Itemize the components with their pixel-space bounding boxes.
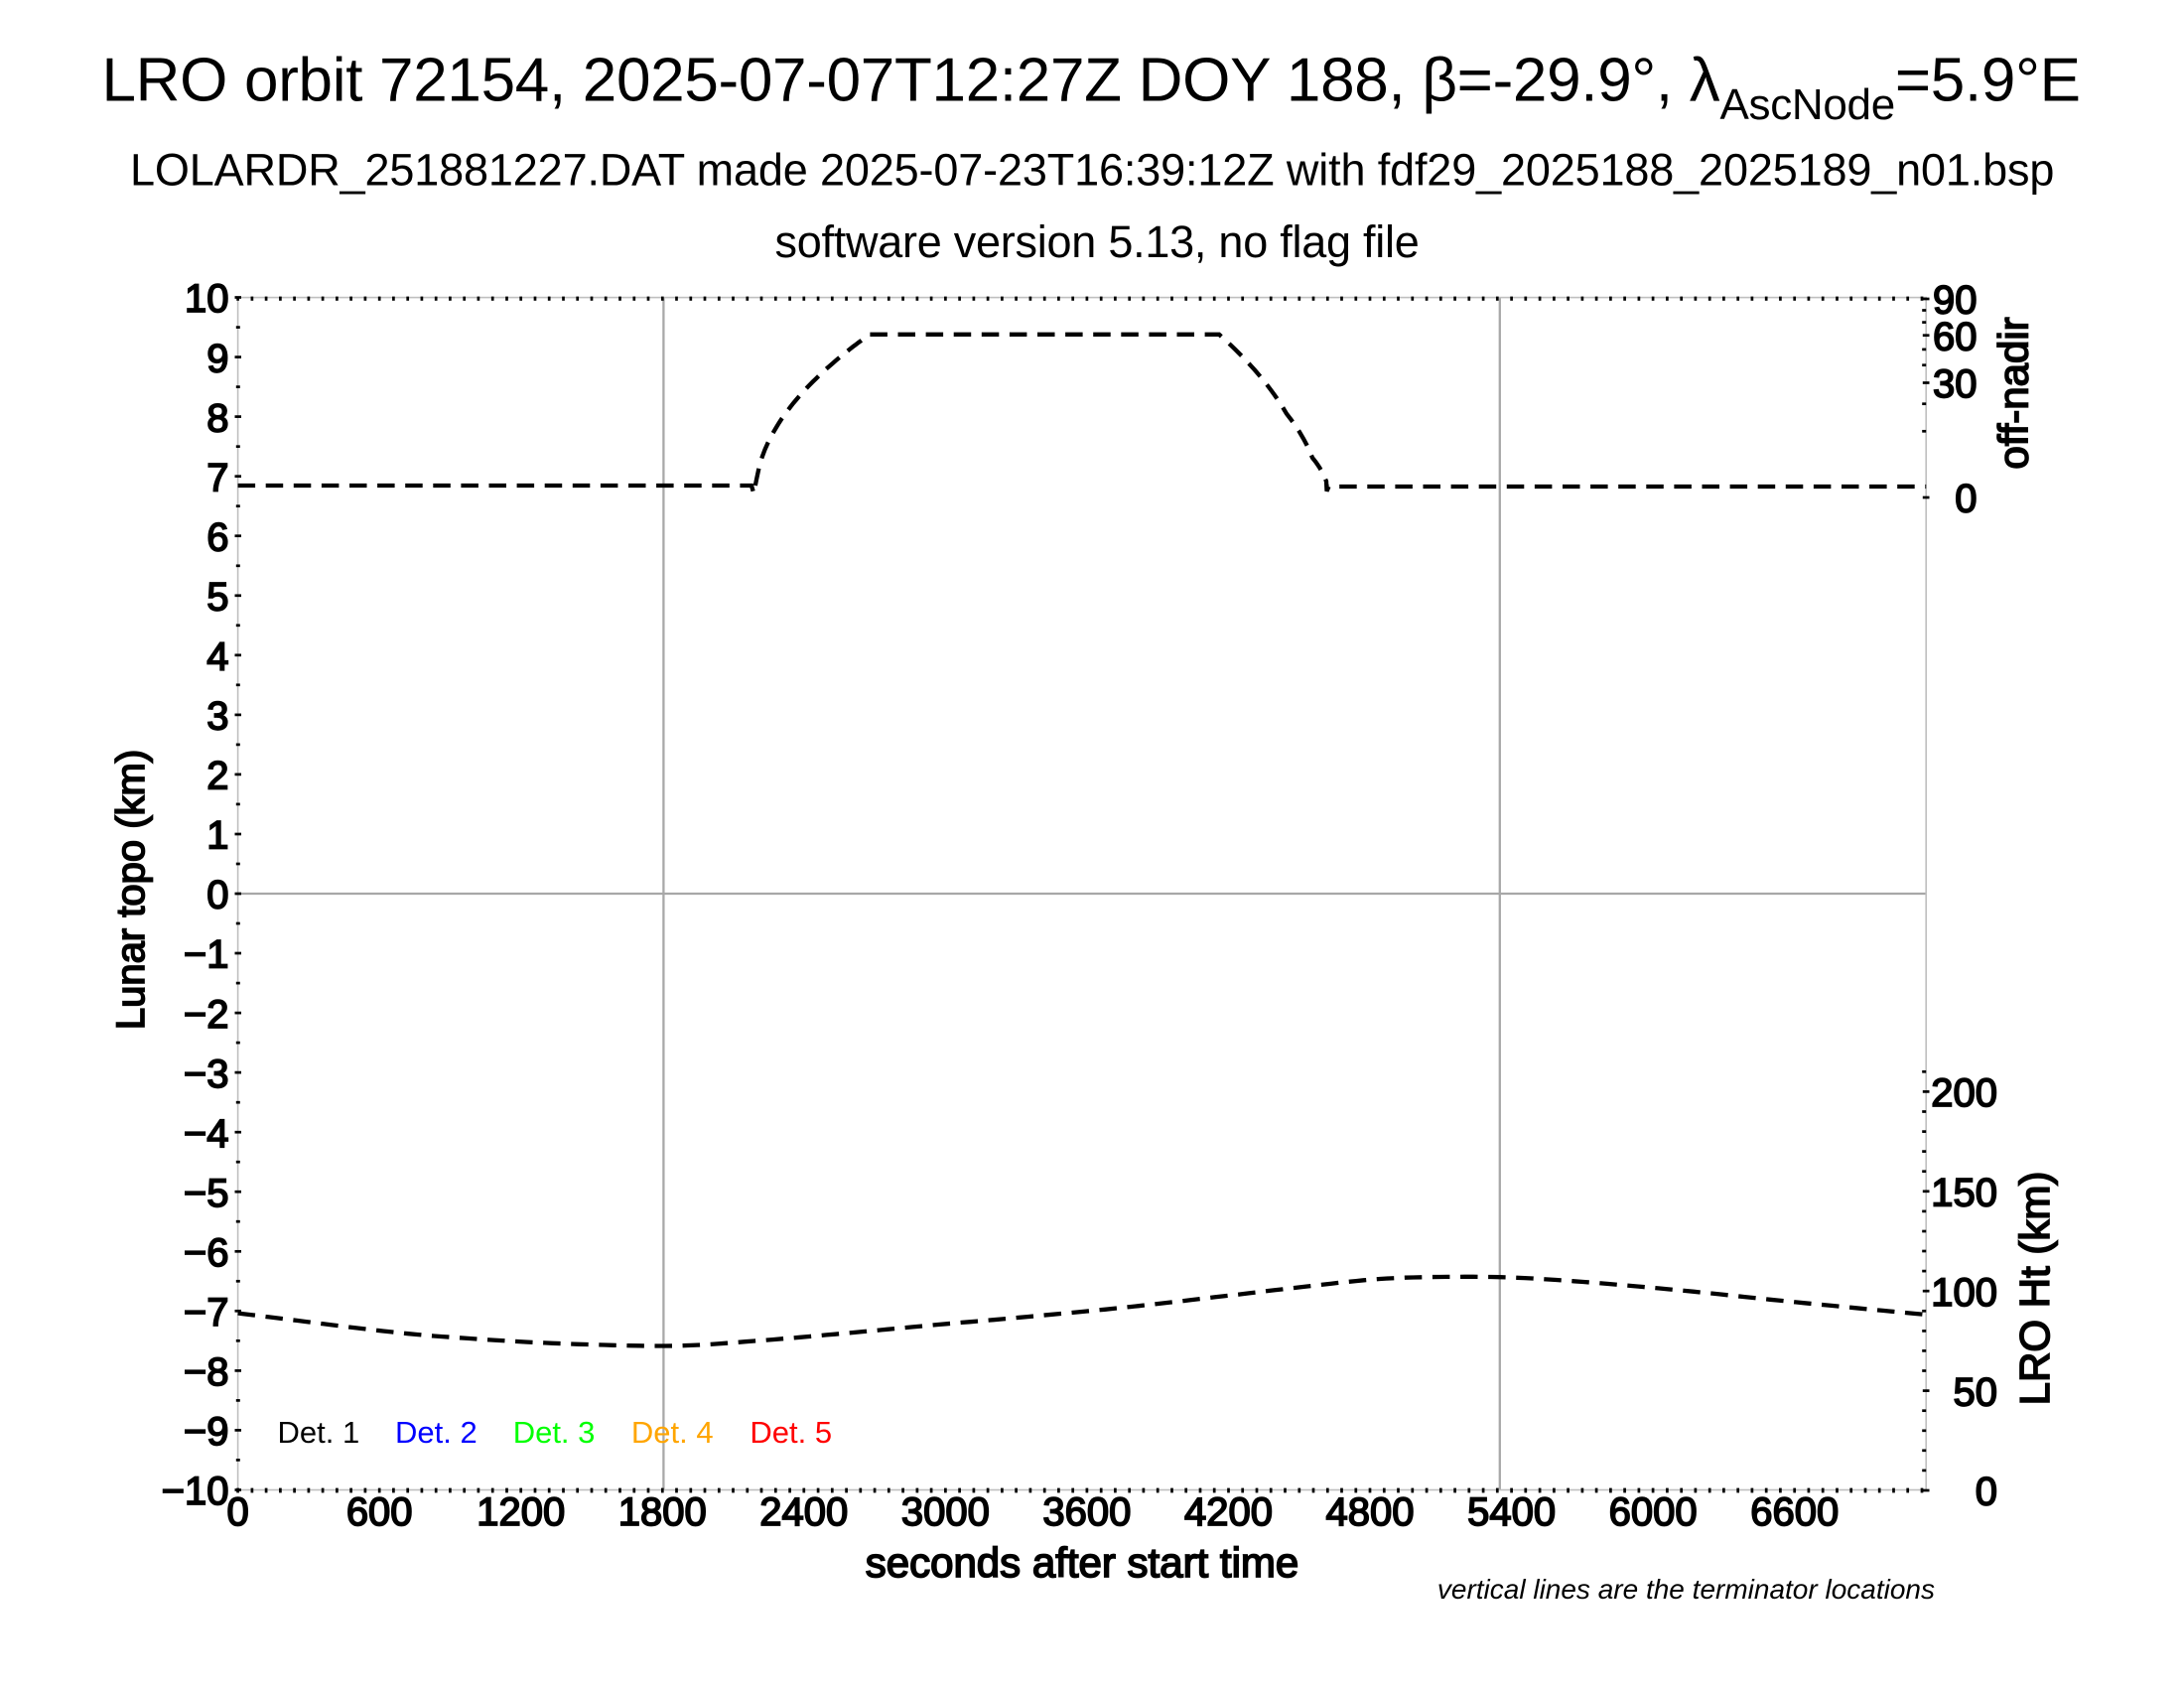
svg-text:150: 150	[1931, 1172, 1997, 1215]
svg-text:Det. 2: Det. 2	[395, 1415, 478, 1450]
svg-text:4: 4	[206, 635, 228, 679]
svg-text:4200: 4200	[1184, 1490, 1273, 1534]
svg-text:−9: −9	[184, 1410, 229, 1454]
svg-text:6000: 6000	[1609, 1490, 1698, 1534]
svg-text:−5: −5	[184, 1172, 229, 1215]
svg-text:1800: 1800	[618, 1490, 707, 1534]
svg-text:Lunar topo (km): Lunar topo (km)	[109, 750, 153, 1030]
svg-text:5400: 5400	[1467, 1490, 1556, 1534]
svg-text:60: 60	[1933, 315, 1978, 358]
svg-text:30: 30	[1933, 362, 1978, 406]
svg-text:200: 200	[1931, 1071, 1997, 1115]
svg-text:8: 8	[206, 396, 228, 440]
svg-text:7: 7	[206, 456, 228, 499]
svg-text:1: 1	[206, 814, 228, 858]
svg-text:seconds after start time: seconds after start time	[866, 1539, 1299, 1586]
svg-text:LOLARDR_251881227.DAT made 202: LOLARDR_251881227.DAT made 2025-07-23T16…	[130, 145, 2054, 196]
svg-text:0: 0	[1955, 478, 1977, 521]
svg-text:600: 600	[346, 1490, 413, 1534]
svg-text:Det. 4: Det. 4	[631, 1415, 714, 1450]
svg-text:0: 0	[226, 1490, 248, 1534]
svg-text:−4: −4	[184, 1112, 229, 1156]
svg-text:6: 6	[206, 515, 228, 559]
svg-text:90: 90	[1933, 279, 1978, 323]
svg-text:3000: 3000	[901, 1490, 990, 1534]
svg-text:6600: 6600	[1750, 1490, 1839, 1534]
svg-text:1200: 1200	[477, 1490, 565, 1534]
svg-text:100: 100	[1931, 1271, 1997, 1315]
svg-text:0: 0	[1976, 1471, 1997, 1514]
svg-text:Det. 1: Det. 1	[278, 1415, 360, 1450]
svg-text:50: 50	[1954, 1370, 1998, 1414]
svg-text:−3: −3	[184, 1053, 229, 1096]
svg-text:−7: −7	[184, 1291, 229, 1335]
svg-text:3600: 3600	[1042, 1490, 1131, 1534]
svg-text:−10: −10	[162, 1470, 229, 1513]
svg-text:4800: 4800	[1326, 1490, 1415, 1534]
svg-text:9: 9	[206, 337, 228, 380]
svg-text:Det. 5: Det. 5	[750, 1415, 832, 1450]
svg-text:0: 0	[206, 874, 228, 917]
svg-text:−6: −6	[184, 1231, 229, 1275]
svg-text:−1: −1	[184, 933, 229, 977]
svg-text:Det. 3: Det. 3	[513, 1415, 596, 1450]
svg-text:software version 5.13, no flag: software version 5.13, no flag file	[774, 216, 1419, 267]
svg-text:2: 2	[206, 755, 228, 798]
svg-text:5: 5	[206, 576, 228, 620]
svg-text:LRO Ht (km): LRO Ht (km)	[2011, 1172, 2058, 1406]
svg-text:10: 10	[185, 277, 229, 321]
svg-text:2400: 2400	[759, 1490, 848, 1534]
svg-text:−8: −8	[184, 1350, 229, 1394]
svg-text:vertical lines are the termina: vertical lines are the terminator locati…	[1437, 1574, 1935, 1605]
svg-text:3: 3	[206, 695, 228, 739]
svg-text:off-nadir: off-nadir	[1990, 317, 2037, 469]
svg-text:−2: −2	[184, 993, 229, 1037]
